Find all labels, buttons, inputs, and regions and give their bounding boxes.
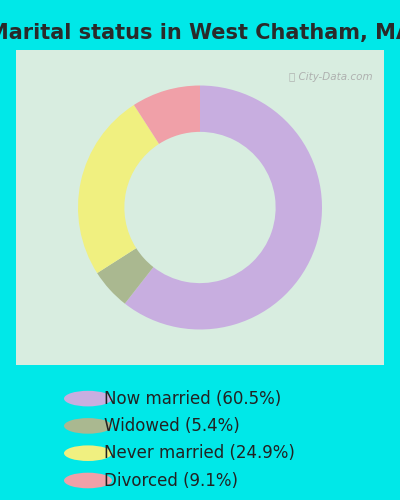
Text: Widowed (5.4%): Widowed (5.4%) [104,417,240,435]
Text: Never married (24.9%): Never married (24.9%) [104,444,295,462]
Circle shape [64,418,112,434]
Circle shape [64,446,112,461]
Text: Now married (60.5%): Now married (60.5%) [104,390,281,407]
Wedge shape [125,86,322,330]
Wedge shape [78,105,159,273]
Text: Marital status in West Chatham, MA: Marital status in West Chatham, MA [0,22,400,42]
Wedge shape [97,248,154,304]
Text: Divorced (9.1%): Divorced (9.1%) [104,472,238,490]
Circle shape [64,391,112,406]
Text: ⓘ City-Data.com: ⓘ City-Data.com [289,72,373,82]
Wedge shape [134,86,200,144]
Circle shape [64,472,112,488]
